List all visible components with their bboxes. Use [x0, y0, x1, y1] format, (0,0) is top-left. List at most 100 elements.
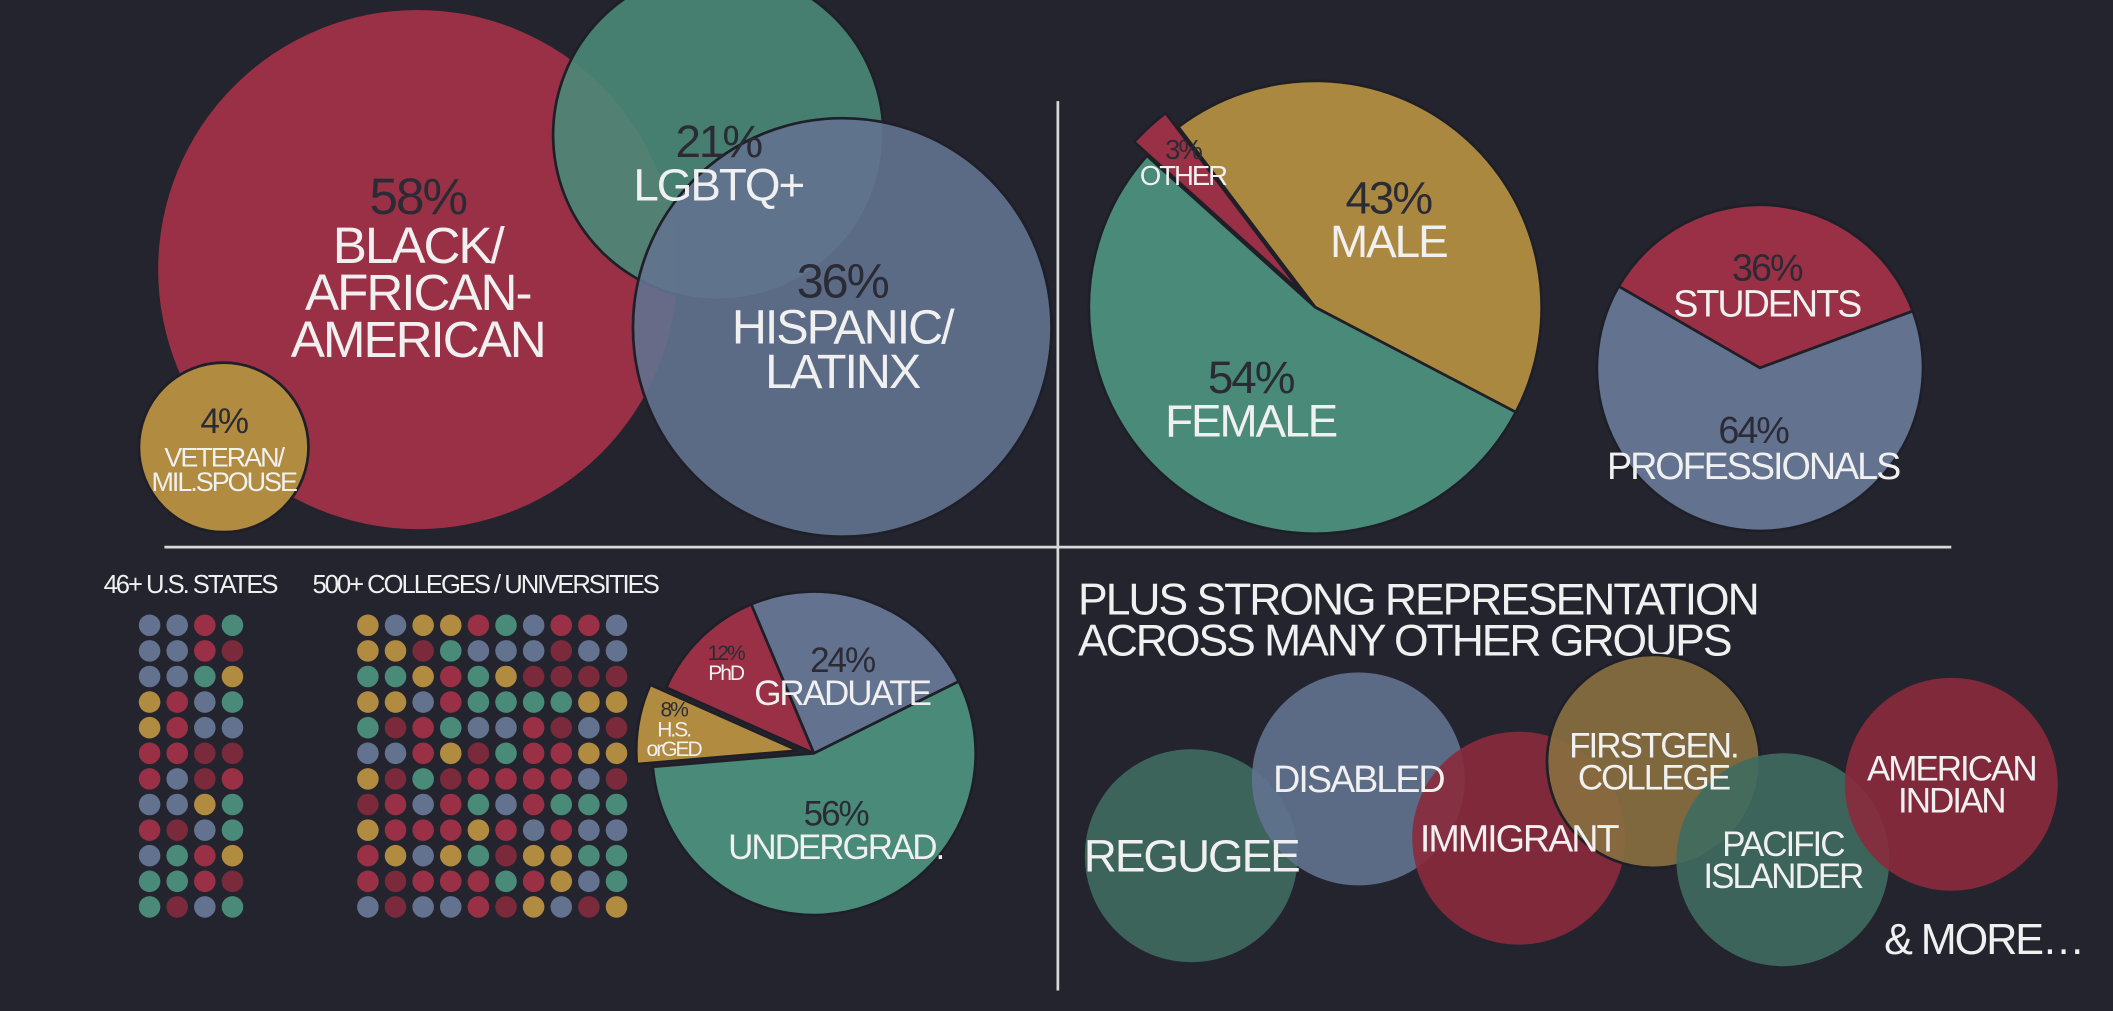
college-dot [550, 844, 573, 867]
value-label: 58% [370, 168, 467, 225]
college-dot [412, 768, 434, 790]
college-dot [578, 716, 600, 739]
college-dot [522, 768, 545, 790]
college-dot [467, 742, 490, 765]
group-label: FIRSTGEN. COLLEGE [1569, 727, 1738, 798]
group-bubble [1251, 672, 1465, 886]
college-dot [522, 665, 545, 688]
college-dot [550, 819, 573, 841]
college-dot [412, 742, 434, 765]
college-dot [467, 640, 490, 662]
college-dot [439, 665, 462, 688]
college-dot [550, 793, 573, 816]
state-dot [166, 768, 188, 790]
college-dot [550, 640, 573, 662]
college-dot [384, 742, 407, 765]
college-dot [522, 793, 545, 816]
value-label: 43% [1345, 172, 1432, 223]
college-dot [384, 614, 407, 637]
college-dot [605, 768, 628, 790]
college-dot [467, 614, 490, 637]
college-dot [578, 870, 600, 893]
college-dot [495, 640, 517, 662]
college-dot [384, 691, 407, 713]
college-dot [550, 768, 573, 790]
college-dot [605, 870, 628, 893]
college-dot [439, 793, 462, 816]
college-dot [550, 870, 573, 893]
state-dot [221, 793, 244, 816]
state-dot [194, 614, 216, 637]
state-dot [221, 768, 244, 790]
group-label: DISABLED [1273, 758, 1444, 800]
college-dot [412, 614, 434, 637]
state-dot [194, 640, 216, 662]
college-dot [384, 768, 407, 790]
college-dot [522, 819, 545, 841]
category-label: MALE [1330, 216, 1447, 267]
state-dot [138, 614, 161, 637]
college-dot [522, 640, 545, 662]
college-dot [357, 614, 379, 637]
state-dot [194, 716, 216, 739]
college-dot [412, 716, 434, 739]
category-label: PROFESSIONALS [1607, 445, 1900, 487]
state-dot [166, 793, 188, 816]
college-dot [578, 819, 600, 841]
value-label: 54% [1208, 352, 1295, 403]
value-label: 4% [200, 402, 247, 441]
college-dot [439, 640, 462, 662]
state-dot [138, 768, 161, 790]
value-label: 21% [675, 116, 762, 167]
college-dot [550, 896, 573, 918]
dot-label: 500+ COLLEGES / UNIVERSITIES [313, 571, 659, 599]
college-dot [439, 716, 462, 739]
college-dot [495, 742, 517, 765]
college-dot [467, 870, 490, 893]
group-label: IMMIGRANT [1420, 817, 1620, 859]
state-dot [166, 640, 188, 662]
college-dot [578, 896, 600, 918]
state-dot [166, 896, 188, 918]
college-dot [522, 844, 545, 867]
category-label: VETERAN/MIL.SPOUSE [151, 442, 297, 497]
category-label: BLACK/AFRICAN-AMERICAN [291, 217, 545, 368]
college-dot [605, 640, 628, 662]
college-dot [412, 819, 434, 841]
college-dot [357, 716, 379, 739]
state-dot [166, 716, 188, 739]
college-dot [384, 793, 407, 816]
group-bubble [1844, 677, 2058, 891]
state-dot [138, 793, 161, 816]
college-dot [412, 844, 434, 867]
college-dot [412, 640, 434, 662]
college-dot [605, 665, 628, 688]
state-dot [221, 691, 244, 713]
college-dot [467, 691, 490, 713]
state-dot [138, 870, 161, 893]
college-dot [467, 819, 490, 841]
college-dot [439, 691, 462, 713]
state-dot [194, 742, 216, 765]
pie-wedge [634, 683, 799, 766]
state-dot [221, 665, 244, 688]
group-bubble [1084, 749, 1298, 963]
category-label: H.S. orGED [647, 719, 703, 761]
state-dot [138, 819, 161, 841]
college-dot [550, 716, 573, 739]
college-dot [495, 691, 517, 713]
college-dot [357, 896, 379, 918]
value-label: 8% [660, 699, 688, 722]
college-dot [605, 716, 628, 739]
college-dot [605, 896, 628, 918]
state-dot [221, 819, 244, 841]
college-dot [578, 614, 600, 637]
college-dot [357, 844, 379, 867]
college-dot [522, 691, 545, 713]
category-label: OTHER [1140, 160, 1227, 191]
college-dot [605, 691, 628, 713]
value-label: 36% [797, 254, 889, 308]
college-dot [578, 844, 600, 867]
pie-wedge [1132, 111, 1304, 295]
group-label: PACIFIC ISLANDER [1703, 825, 1863, 896]
